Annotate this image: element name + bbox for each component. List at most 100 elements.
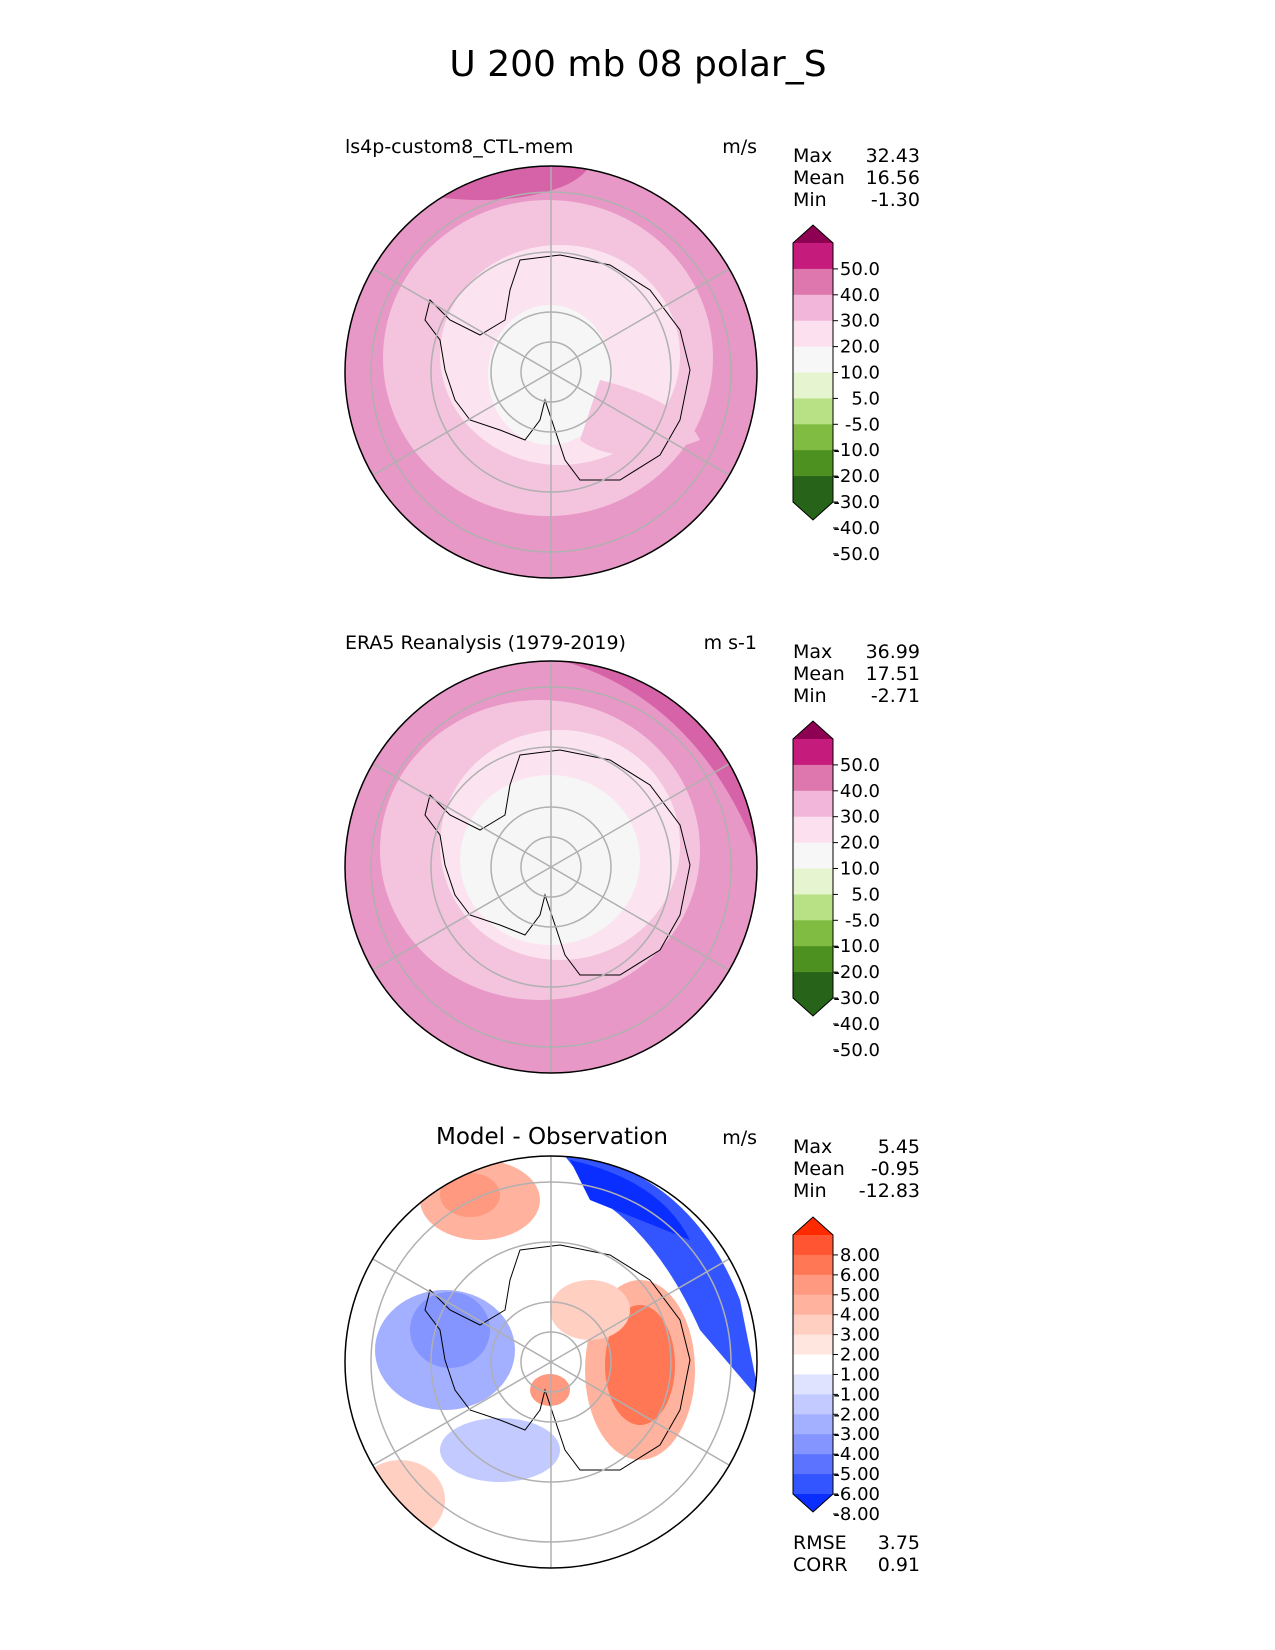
colorbar-bin bbox=[793, 1314, 833, 1336]
colorbar-bin bbox=[793, 894, 833, 921]
metric-value: 0.91 bbox=[878, 1554, 920, 1576]
field-anomaly-negative bbox=[410, 1292, 490, 1368]
metrics-block: RMSE 3.75 CORR 0.91 bbox=[793, 1532, 920, 1576]
stat-label: Max bbox=[793, 641, 832, 663]
stat-label: Mean bbox=[793, 663, 845, 685]
field-anomaly-positive bbox=[440, 1173, 500, 1217]
units-label: m s-1 bbox=[704, 632, 757, 654]
colorbar-tick-label: -10.0 bbox=[833, 936, 880, 957]
colorbar: 8.006.005.004.003.002.001.00-1.00-2.00-3… bbox=[792, 1216, 880, 1525]
colorbar: 50.0 40.0 30.0 20.0 10.0 5.0 -5.0 -10.0 -20.0 -30… bbox=[792, 224, 880, 565]
colorbar-extend-bottom bbox=[793, 502, 833, 520]
stat-label: Min bbox=[793, 189, 827, 211]
colorbar-bin bbox=[793, 1374, 833, 1395]
colorbar-tick-label: 30.0 bbox=[840, 807, 880, 828]
colorbar-tick-label: -5.0 bbox=[845, 910, 880, 931]
colorbar-bin bbox=[793, 790, 833, 818]
colorbar-tick-label: -1.00 bbox=[833, 1384, 880, 1405]
colorbar-tick-label: 20.0 bbox=[840, 833, 880, 854]
colorbar-bin bbox=[793, 739, 833, 766]
units-label: m/s bbox=[722, 136, 757, 158]
map-field bbox=[345, 166, 757, 578]
colorbar-bin bbox=[793, 346, 833, 373]
colorbar-tick-label: 8.00 bbox=[840, 1245, 880, 1266]
colorbar-bin bbox=[793, 1474, 833, 1495]
stat-value: 5.45 bbox=[878, 1136, 920, 1158]
panel-model: ls4p-custom8_CTL-mem m/s Max 32.43 M bbox=[344, 136, 920, 579]
stats-block: Max 32.43 Mean 16.56 Min -1.30 bbox=[793, 145, 920, 211]
graticule bbox=[370, 661, 732, 1073]
metric-value: 3.75 bbox=[878, 1532, 920, 1554]
colorbar-bin bbox=[793, 424, 833, 451]
colorbar-tick-label: 2.00 bbox=[840, 1345, 880, 1366]
colorbar-bin bbox=[793, 1294, 833, 1316]
panel-title: ls4p-custom8_CTL-mem bbox=[345, 136, 573, 158]
colorbar-tick-label: 5.00 bbox=[840, 1285, 880, 1306]
colorbar-tick-label: -10.0 bbox=[833, 440, 880, 461]
field-anomaly-positive bbox=[550, 1280, 630, 1340]
stat-label: Min bbox=[793, 685, 827, 707]
colorbar-tick-label: -5.0 bbox=[845, 414, 880, 435]
stats-block: Max 5.45 Mean -0.95 Min -12.83 bbox=[793, 1136, 920, 1202]
colorbar-bin bbox=[793, 1434, 833, 1455]
colorbar-tick-label: -30.0 bbox=[833, 492, 880, 513]
colorbar-extend-bottom bbox=[793, 1494, 833, 1512]
colorbar-tick-label: -6.00 bbox=[833, 1484, 880, 1505]
colorbar-tick-label: 20.0 bbox=[840, 337, 880, 358]
colorbar-tick-label: 50.0 bbox=[840, 259, 880, 280]
stat-value: 36.99 bbox=[866, 641, 920, 663]
colorbar-bin bbox=[793, 764, 833, 792]
graticule bbox=[370, 1156, 732, 1568]
stat-value: -2.71 bbox=[871, 685, 920, 707]
colorbar-bin bbox=[793, 868, 833, 895]
stat-label: Mean bbox=[793, 167, 845, 189]
colorbar-tick-label: 3.00 bbox=[840, 1325, 880, 1346]
colorbar-tick-label: 6.00 bbox=[840, 1265, 880, 1286]
stat-value: 17.51 bbox=[866, 663, 920, 685]
stat-label: Mean bbox=[793, 1158, 845, 1180]
colorbar-extend-top bbox=[793, 1217, 833, 1235]
colorbar-tick-label: -30.0 bbox=[833, 988, 880, 1009]
colorbar-bin bbox=[793, 1394, 833, 1415]
stat-label: Max bbox=[793, 1136, 832, 1158]
field-patch bbox=[580, 380, 700, 455]
stat-value: 32.43 bbox=[866, 145, 920, 167]
colorbar-tick-label: -20.0 bbox=[833, 466, 880, 487]
map-boundary bbox=[344, 1155, 758, 1569]
colorbar-bin bbox=[793, 816, 833, 844]
field-anomaly-positive bbox=[605, 1305, 675, 1425]
coastline bbox=[424, 254, 691, 481]
colorbar-bin bbox=[793, 972, 833, 999]
stat-value: -12.83 bbox=[859, 1180, 920, 1202]
colorbar-bin bbox=[793, 450, 833, 477]
colorbar-tick-label: -2.00 bbox=[833, 1404, 880, 1425]
colorbar-tick-label: -5.00 bbox=[833, 1464, 880, 1485]
field-anomaly-negative bbox=[560, 1156, 757, 1400]
colorbar-tick-label: 10.0 bbox=[840, 859, 880, 880]
graticule bbox=[370, 166, 732, 578]
stat-label: Max bbox=[793, 145, 832, 167]
colorbar-tick-label: -3.00 bbox=[833, 1424, 880, 1445]
field-ring bbox=[460, 775, 640, 945]
colorbar-bin bbox=[793, 1334, 833, 1356]
colorbar-bin bbox=[793, 372, 833, 399]
stat-value: -1.30 bbox=[871, 189, 920, 211]
colorbar-bin bbox=[793, 243, 833, 270]
colorbar-bin bbox=[793, 920, 833, 947]
metric-label: RMSE bbox=[793, 1532, 847, 1554]
stats-block: Max 36.99 Mean 17.51 Min -2.71 bbox=[793, 641, 920, 707]
colorbar-tick-label: -50.0 bbox=[833, 544, 880, 565]
stat-label: Min bbox=[793, 1180, 827, 1202]
colorbar-tick-label: -40.0 bbox=[833, 1014, 880, 1035]
coastline bbox=[424, 749, 691, 976]
field-anomaly-positive bbox=[355, 1460, 445, 1540]
colorbar: 50.0 40.0 30.0 20.0 10.0 5.0 -5.0 -10.0 -20.0 -30… bbox=[792, 720, 880, 1061]
colorbar-bin bbox=[793, 1235, 833, 1256]
colorbar-bin bbox=[793, 268, 833, 296]
panel-title: Model - Observation bbox=[436, 1124, 668, 1150]
colorbar-bin bbox=[793, 842, 833, 869]
colorbar-bin bbox=[793, 476, 833, 503]
colorbar-bin bbox=[793, 398, 833, 425]
stat-value: 16.56 bbox=[866, 167, 920, 189]
colorbar-tick-label: -20.0 bbox=[833, 962, 880, 983]
